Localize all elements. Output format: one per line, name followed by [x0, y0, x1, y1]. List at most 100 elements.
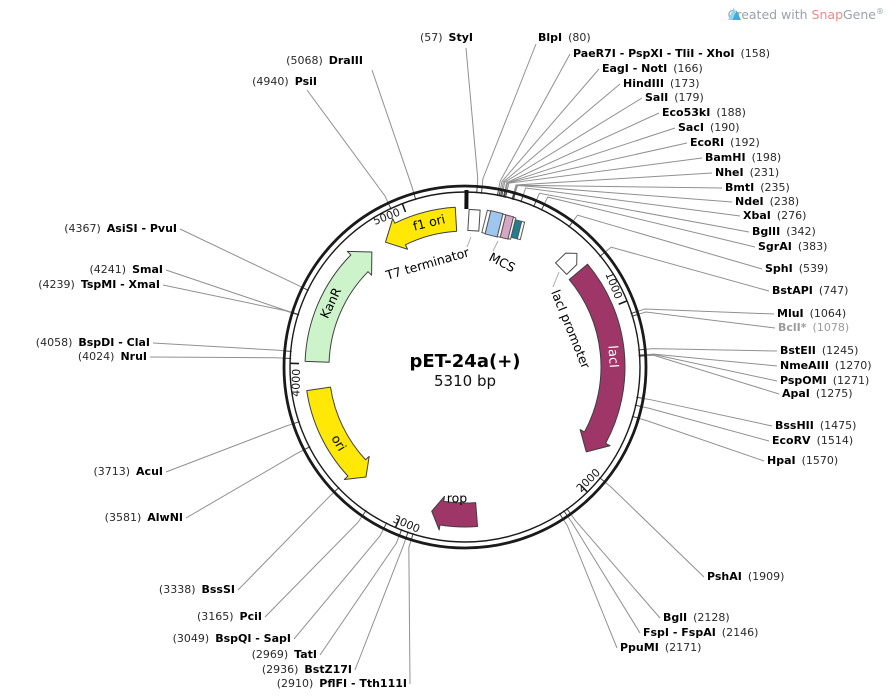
site-label-PspOMI[interactable]: PspOMI (1271) [780, 374, 870, 387]
feature-f1-ori[interactable] [384, 206, 458, 250]
site-connector-line [149, 356, 284, 359]
site-connector-line [522, 187, 741, 217]
site-connector-line [319, 536, 400, 656]
scale-tick [618, 300, 628, 306]
mcs-box [516, 220, 526, 241]
site-label-XbaI[interactable]: XbaI (276) [743, 209, 807, 222]
site-label-PpuMI[interactable]: PpuMI (2171) [620, 641, 702, 654]
site-label-TatI[interactable]: (2969) TatI [251, 648, 317, 661]
site-connector-line [165, 423, 293, 473]
site-label-ApaI[interactable]: ApaI (1275) [782, 387, 853, 400]
site-label-BstZ17I[interactable]: (2936) BstZ17I [261, 663, 352, 676]
site-connector-line [638, 311, 776, 329]
site-label-DraIII[interactable]: (5068) DraIII [286, 54, 363, 67]
site-label-AlwNI[interactable]: (3581) AlwNI [104, 511, 183, 524]
site-label-AsiSI-PvuI[interactable]: (4367) AsiSI - PvuI [64, 222, 177, 235]
site-label-BclI-[interactable]: BclI* (1078) [778, 321, 850, 334]
site-label-TspMI-XmaI[interactable]: (4239) TspMI - XmaI [38, 278, 160, 291]
site-connector-line [567, 516, 641, 634]
feature-leader-line [552, 271, 560, 288]
site-label-PciI[interactable]: (3165) PciI [196, 610, 262, 623]
site-label-SacI[interactable]: SacI (190) [678, 121, 740, 134]
site-label-BspQI-SapI[interactable]: (3049) BspQI - SapI [172, 632, 291, 645]
site-label-BspDI-ClaI[interactable]: (4058) BspDI - ClaI [35, 336, 150, 349]
watermark: Created with SnapGene® [727, 6, 884, 22]
feature-mcs[interactable] [481, 209, 526, 243]
site-label-PsiI[interactable]: (4940) PsiI [252, 75, 317, 88]
feature-leader-line [466, 236, 472, 248]
site-connector-line [642, 406, 770, 442]
site-connector-line [465, 47, 479, 186]
feature-ori[interactable] [306, 386, 370, 481]
site-connector-line [293, 529, 384, 640]
site-label-HpaI[interactable]: HpaI (1570) [767, 454, 839, 467]
site-label-HindIII[interactable]: HindIII (173) [623, 77, 700, 90]
site-connector-line [179, 228, 302, 288]
feature-kanr[interactable] [304, 250, 373, 363]
site-label-BssSI[interactable]: (3338) BssSI [158, 583, 235, 596]
site-label-StyI[interactable]: (57) StyI [419, 31, 473, 44]
site-label-NruI[interactable]: (4024) NruI [77, 350, 147, 363]
site-connector-line [605, 246, 770, 292]
plasmid-length: 5310 bp [434, 372, 496, 390]
site-connector-line [237, 492, 334, 591]
site-label-PshAI[interactable]: PshAI (1909) [707, 570, 785, 583]
feature-label: lacI [604, 345, 621, 369]
feature-leader-line [492, 240, 499, 252]
site-label-BglII[interactable]: BglII (342) [752, 225, 816, 238]
watermark-text: Created with SnapGene® [727, 6, 884, 22]
site-label-EagI-NotI[interactable]: EagI - NotI (166) [602, 62, 703, 75]
site-label-NheI[interactable]: NheI (231) [715, 166, 780, 179]
site-connector-line [646, 353, 778, 382]
site-connector-line [515, 184, 733, 203]
site-label-MluI[interactable]: MluI (1064) [777, 307, 847, 320]
site-label-EcoRI[interactable]: EcoRI (192) [690, 136, 760, 149]
site-label-PflFI-Tth111I[interactable]: (2910) PflFI - Tth111I [276, 677, 407, 690]
site-connector-line [605, 482, 705, 578]
site-label-EcoRV[interactable]: EcoRV (1514) [772, 434, 854, 447]
feature-label: ori [328, 432, 349, 454]
site-label-SmaI[interactable]: (4241) SmaI [89, 263, 163, 276]
site-connector-line [646, 353, 778, 367]
site-connector-line [638, 308, 775, 315]
feature-label: rop [447, 491, 468, 506]
site-connector-line [505, 142, 688, 190]
site-label-FspI-FspAI[interactable]: FspI - FspAI (2146) [643, 626, 759, 639]
scale-tick-label: 4000 [289, 369, 303, 397]
site-label-BglI[interactable]: BglI (2128) [663, 611, 730, 624]
site-connector-line [498, 53, 571, 189]
site-label-SgrAI[interactable]: SgrAI (383) [758, 240, 828, 253]
site-label-BstEII[interactable]: BstEII (1245) [780, 344, 859, 357]
site-connector-line [570, 514, 661, 619]
site-connector-line [371, 69, 415, 193]
feature-laci[interactable] [568, 263, 626, 453]
feature-rop[interactable] [431, 495, 479, 531]
site-label-BmtI[interactable]: BmtI (235) [725, 181, 790, 194]
site-connector-line [646, 354, 780, 395]
site-label-BssHII[interactable]: BssHII (1475) [775, 419, 857, 432]
site-connector-line [165, 269, 292, 313]
site-label-PaeR7I-PspXI-TliI-XhoI[interactable]: PaeR7I - PspXI - TliI - XhoI (158) [573, 47, 771, 60]
scale-tick [580, 485, 589, 493]
site-label-NdeI[interactable]: NdeI (238) [735, 195, 800, 208]
site-label-SphI[interactable]: SphI (539) [765, 262, 829, 275]
site-connector-line [354, 538, 407, 671]
site-label-SalI[interactable]: SalI (179) [645, 91, 704, 104]
site-label-NmeAIII[interactable]: NmeAIII (1270) [780, 359, 872, 372]
site-connector-line [408, 540, 412, 685]
site-connector-line [544, 196, 756, 248]
site-label-BstAPI[interactable]: BstAPI (747) [772, 284, 849, 297]
feature-laci-promoter[interactable] [555, 248, 583, 275]
feature-t7-terminator[interactable] [467, 208, 481, 232]
site-label-Eco53kI[interactable]: Eco53kI (188) [662, 106, 746, 119]
site-connector-line [185, 449, 304, 519]
site-connector-line [502, 97, 643, 190]
site-label-BlpI[interactable]: BlpI (80) [538, 31, 591, 44]
scale-tick [401, 203, 407, 213]
site-label-BamHI[interactable]: BamHI (198) [705, 151, 782, 164]
site-label-AcuI[interactable]: (3713) AcuI [93, 465, 163, 478]
site-connector-line [514, 184, 723, 193]
